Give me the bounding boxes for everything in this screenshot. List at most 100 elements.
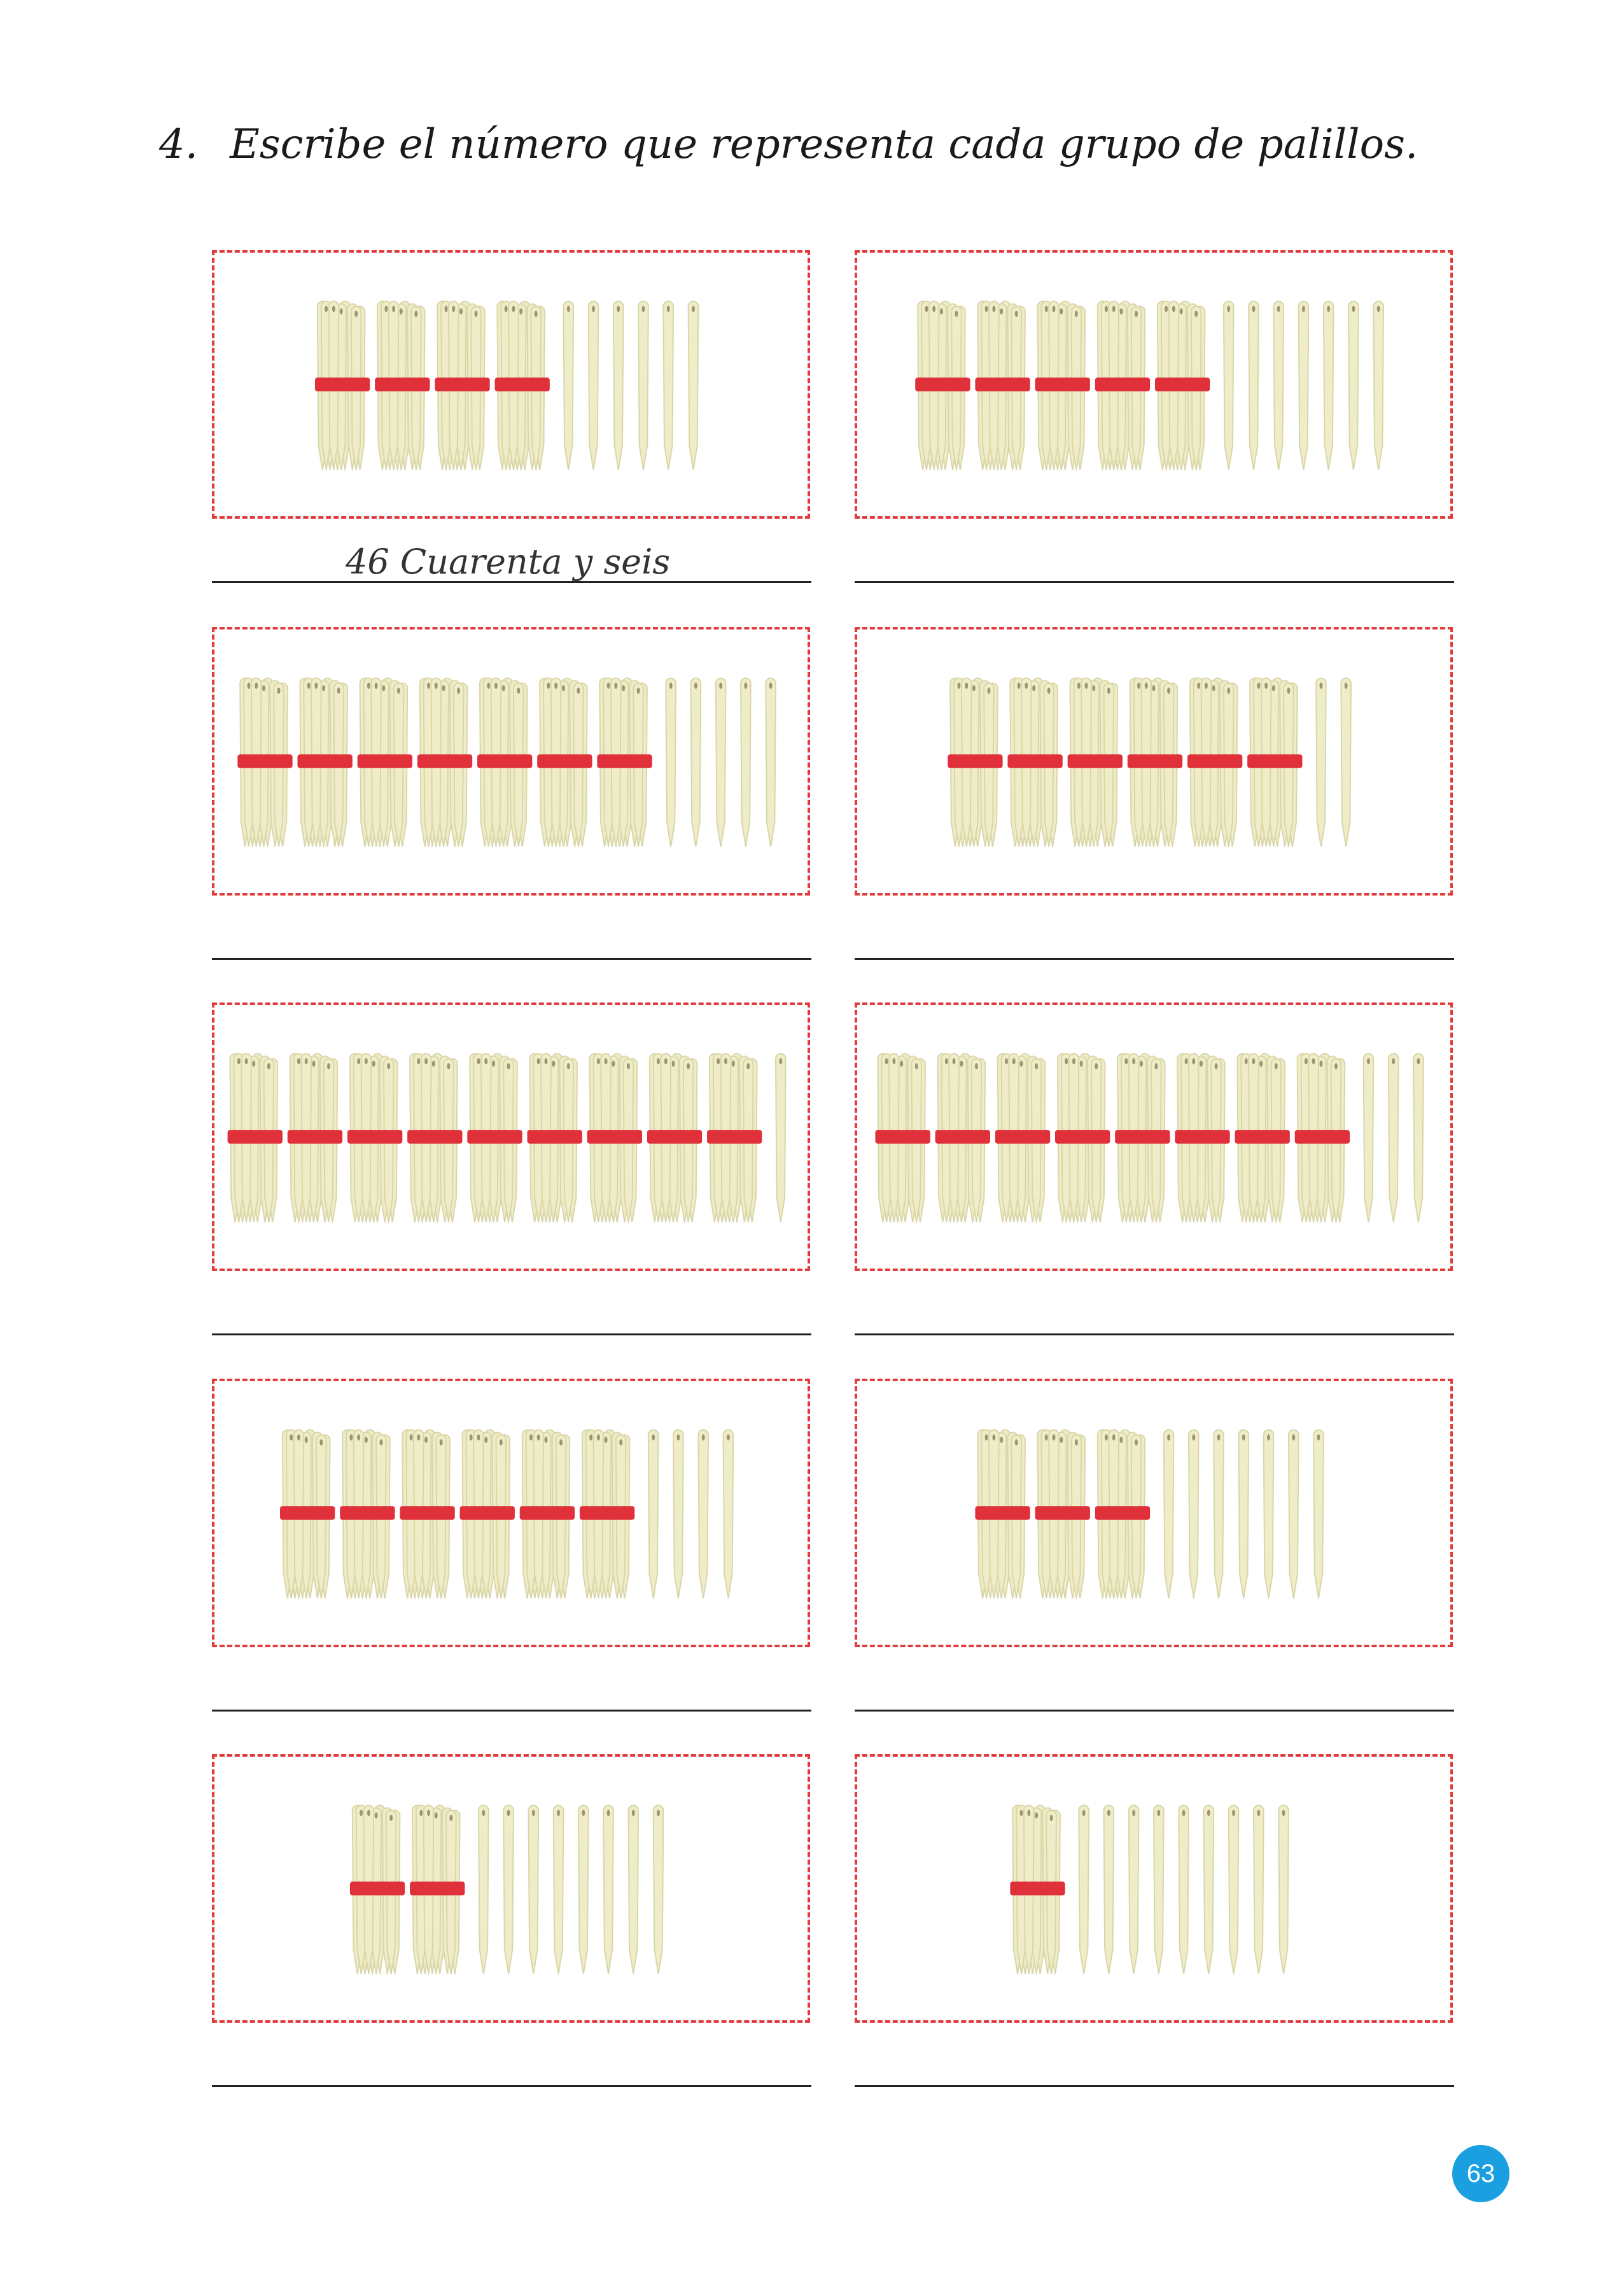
- rubber-band: [948, 754, 1003, 768]
- rubber-band: [494, 377, 550, 391]
- ten-bundle: [347, 1053, 403, 1223]
- rubber-band: [935, 1130, 990, 1144]
- ten-bundle: [707, 1053, 762, 1223]
- rubber-band: [975, 377, 1030, 391]
- single-stick: [503, 1804, 514, 1974]
- stick-group-box: [855, 1754, 1453, 2023]
- exercise-instruction: Escribe el número que representa cada gr…: [230, 121, 1418, 168]
- ten-bundle: [1007, 677, 1063, 847]
- stick-group-box: [212, 1754, 810, 2023]
- single-stick: [1228, 1804, 1240, 1974]
- stick-group-illustration: [948, 677, 1352, 847]
- rubber-band: [375, 377, 430, 391]
- single-stick: [478, 1804, 489, 1974]
- exercise-heading: 4. Escribe el número que representa cada…: [159, 121, 1495, 168]
- single-stick: [673, 1429, 684, 1599]
- single-stick: [1315, 677, 1327, 847]
- ten-bundle: [519, 1429, 575, 1599]
- rubber-band: [1035, 1506, 1090, 1520]
- answer-line[interactable]: [855, 1333, 1454, 1335]
- stick-group-illustration: [975, 1429, 1324, 1599]
- ten-bundle: [975, 1429, 1030, 1599]
- ten-bundle: [494, 300, 550, 470]
- rubber-band: [1010, 1881, 1065, 1895]
- answer-line[interactable]: [212, 1333, 811, 1335]
- answer-line[interactable]: [855, 1710, 1454, 1712]
- rubber-band: [1035, 377, 1090, 391]
- rubber-band: [587, 1130, 643, 1144]
- ten-bundle: [297, 677, 353, 847]
- stick-group-box: [212, 250, 810, 519]
- rubber-band: [417, 754, 473, 768]
- single-stick: [1387, 1053, 1399, 1223]
- rubber-band: [1007, 754, 1063, 768]
- rubber-band: [227, 1130, 283, 1144]
- rubber-band: [280, 1506, 335, 1520]
- ten-bundle: [1095, 1429, 1151, 1599]
- answer-line[interactable]: [855, 958, 1454, 960]
- answer-line[interactable]: [212, 581, 811, 583]
- single-stick: [1153, 1804, 1165, 1974]
- single-stick: [715, 677, 727, 847]
- single-stick: [774, 1053, 787, 1223]
- rubber-band: [410, 1881, 465, 1895]
- ten-bundle: [587, 1053, 643, 1223]
- ten-bundle: [527, 1053, 582, 1223]
- single-stick: [662, 300, 675, 470]
- rubber-band: [467, 1130, 522, 1144]
- rubber-band: [459, 1506, 515, 1520]
- answer-line[interactable]: [212, 958, 811, 960]
- single-stick: [1413, 1053, 1424, 1223]
- ten-bundle: [459, 1429, 515, 1599]
- single-stick: [1203, 1804, 1215, 1974]
- ten-bundle: [410, 1804, 465, 1974]
- ten-bundle: [915, 300, 970, 470]
- rubber-band: [527, 1130, 582, 1144]
- single-stick: [1213, 1429, 1224, 1599]
- answer-line[interactable]: [212, 1710, 811, 1712]
- rubber-band: [237, 754, 293, 768]
- stick-group-illustration: [1010, 1804, 1289, 1974]
- single-stick: [563, 300, 575, 470]
- rubber-band: [597, 754, 652, 768]
- single-stick: [1222, 300, 1235, 470]
- answer-text: 46 Cuarenta y seis: [346, 542, 671, 582]
- rubber-band: [407, 1130, 463, 1144]
- stick-group-illustration: [915, 300, 1385, 470]
- rubber-band: [1095, 377, 1151, 391]
- stick-group-box: [855, 627, 1453, 896]
- exercise-number: 4.: [159, 121, 199, 168]
- stick-group-box: [212, 1379, 810, 1647]
- single-stick: [1263, 1429, 1275, 1599]
- ten-bundle: [948, 677, 1003, 847]
- single-stick: [1298, 300, 1310, 470]
- rubber-band: [579, 1506, 635, 1520]
- rubber-band: [875, 1130, 930, 1144]
- single-stick: [1078, 1804, 1089, 1974]
- single-stick: [577, 1804, 589, 1974]
- ten-bundle: [227, 1053, 283, 1223]
- rubber-band: [1095, 1506, 1151, 1520]
- ten-bundle: [1247, 677, 1303, 847]
- ten-bundle: [1235, 1053, 1290, 1223]
- stick-group-illustration: [227, 1053, 787, 1223]
- ten-bundle: [314, 300, 370, 470]
- rubber-band: [477, 754, 533, 768]
- single-stick: [652, 1804, 664, 1974]
- rubber-band: [297, 754, 353, 768]
- rubber-band: [707, 1130, 762, 1144]
- rubber-band: [995, 1130, 1051, 1144]
- rubber-band: [975, 1506, 1030, 1520]
- ten-bundle: [349, 1804, 405, 1974]
- answer-line[interactable]: [855, 581, 1454, 583]
- answer-line[interactable]: [855, 2085, 1454, 2087]
- ten-bundle: [975, 300, 1030, 470]
- single-stick: [690, 677, 702, 847]
- single-stick: [1287, 1429, 1299, 1599]
- single-stick: [587, 300, 599, 470]
- single-stick: [765, 677, 776, 847]
- ten-bundle: [1187, 677, 1243, 847]
- stick-group-box: [855, 250, 1453, 519]
- answer-line[interactable]: [212, 2085, 811, 2087]
- single-stick: [1248, 300, 1259, 470]
